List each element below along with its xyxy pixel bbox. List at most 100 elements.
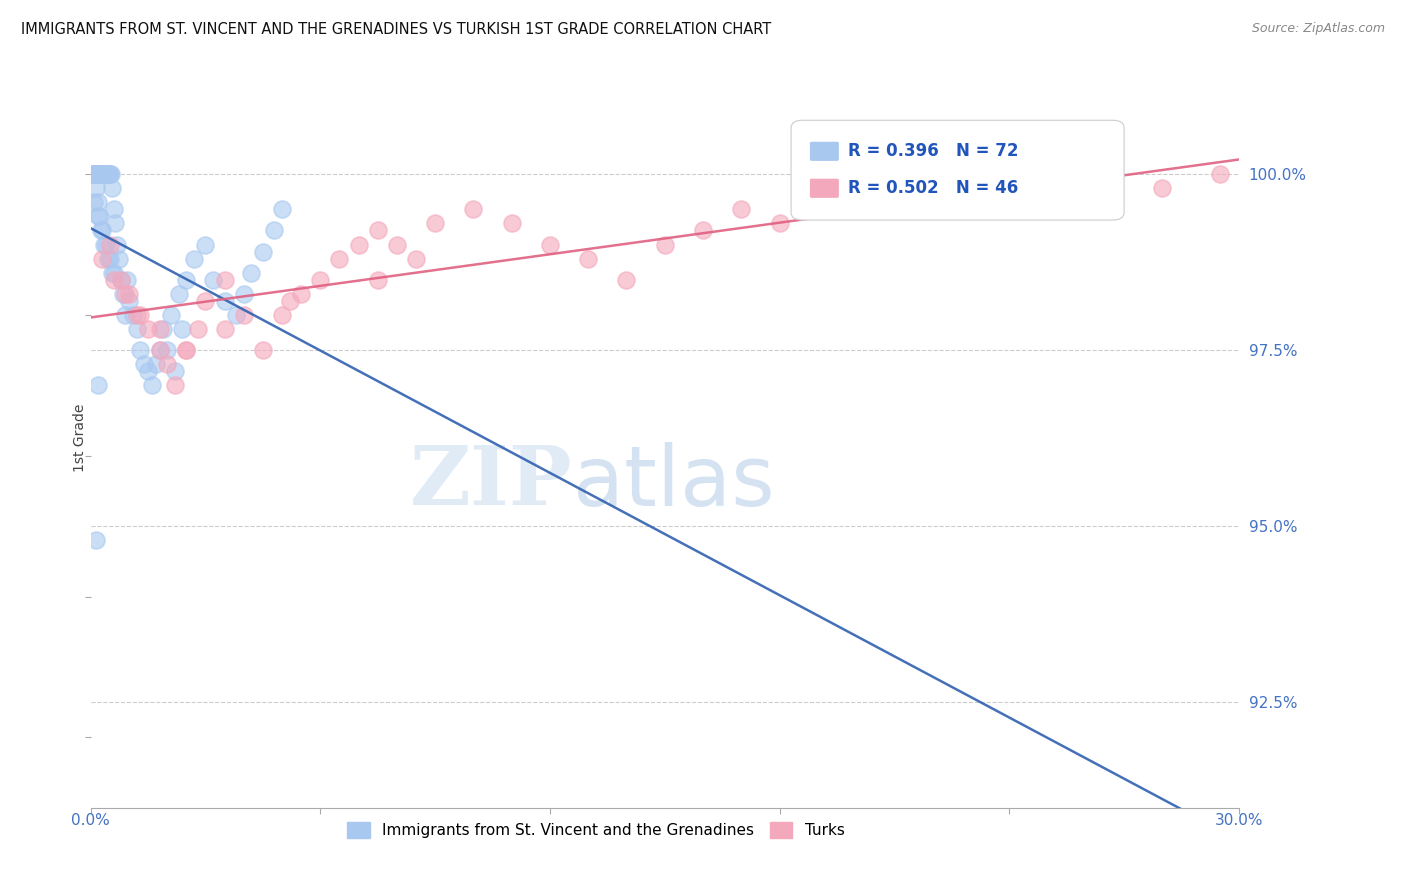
Point xyxy=(84,167,107,181)
Point xyxy=(538,237,561,252)
Point xyxy=(463,202,485,217)
Point xyxy=(103,202,125,217)
Point xyxy=(194,293,217,308)
Point xyxy=(129,308,152,322)
Point xyxy=(148,343,170,358)
Point xyxy=(271,202,294,217)
Point xyxy=(94,167,117,181)
FancyBboxPatch shape xyxy=(792,120,1123,220)
Point xyxy=(90,167,112,181)
Point xyxy=(93,237,115,252)
Point xyxy=(83,167,105,181)
Point xyxy=(100,181,122,195)
Point xyxy=(121,308,143,322)
Point xyxy=(87,210,110,224)
Y-axis label: 1st Grade: 1st Grade xyxy=(73,404,87,473)
Text: R = 0.502   N = 46: R = 0.502 N = 46 xyxy=(848,178,1019,196)
Point xyxy=(110,273,132,287)
Point xyxy=(278,293,301,308)
Point xyxy=(405,252,427,266)
Point xyxy=(91,252,114,266)
Point xyxy=(93,167,115,181)
Point xyxy=(423,216,446,230)
Text: Source: ZipAtlas.com: Source: ZipAtlas.com xyxy=(1251,22,1385,36)
Point xyxy=(87,167,110,181)
Text: 30.0%: 30.0% xyxy=(1215,814,1263,829)
Point xyxy=(86,533,108,548)
Point xyxy=(921,181,943,195)
Point xyxy=(91,167,114,181)
Point xyxy=(86,181,108,195)
Point xyxy=(112,286,135,301)
Point xyxy=(501,216,523,230)
Point xyxy=(156,343,179,358)
Point xyxy=(114,308,136,322)
Point xyxy=(87,167,110,181)
Point xyxy=(309,273,332,287)
Point xyxy=(125,322,148,336)
Point xyxy=(290,286,312,301)
Point xyxy=(90,223,112,237)
Point xyxy=(89,167,111,181)
Point xyxy=(100,266,122,280)
FancyBboxPatch shape xyxy=(811,143,838,161)
Point xyxy=(148,322,170,336)
Point xyxy=(768,216,790,230)
Point xyxy=(1152,181,1174,195)
Point xyxy=(240,266,263,280)
Point xyxy=(86,167,108,181)
Point xyxy=(108,252,131,266)
Point xyxy=(129,343,152,358)
Point xyxy=(225,308,247,322)
Point xyxy=(156,357,179,371)
Point xyxy=(97,167,120,181)
Point xyxy=(692,223,714,237)
Point xyxy=(98,252,121,266)
Text: atlas: atlas xyxy=(572,442,775,523)
Point xyxy=(94,237,117,252)
Point xyxy=(252,343,274,358)
Point xyxy=(232,308,254,322)
Point xyxy=(172,322,194,336)
Point xyxy=(845,202,868,217)
Point xyxy=(103,266,125,280)
Point xyxy=(367,273,389,287)
Point xyxy=(214,293,236,308)
Point xyxy=(98,167,121,181)
Point xyxy=(118,293,141,308)
Point xyxy=(110,273,132,287)
Point xyxy=(87,378,110,392)
Point xyxy=(654,237,676,252)
Point xyxy=(176,273,198,287)
Point xyxy=(730,202,752,217)
Point xyxy=(160,308,183,322)
Point xyxy=(91,223,114,237)
FancyBboxPatch shape xyxy=(811,179,838,197)
Point xyxy=(576,252,599,266)
Point xyxy=(98,237,121,252)
Text: 0.0%: 0.0% xyxy=(72,814,110,829)
Point xyxy=(115,273,138,287)
Point xyxy=(83,167,105,181)
Point xyxy=(97,252,120,266)
Point xyxy=(107,237,129,252)
Point xyxy=(141,378,163,392)
Point xyxy=(167,286,190,301)
Point xyxy=(86,195,108,210)
Point xyxy=(104,216,127,230)
Point xyxy=(125,308,148,322)
Point xyxy=(263,223,285,237)
Point xyxy=(367,223,389,237)
Point xyxy=(232,286,254,301)
Point xyxy=(328,252,350,266)
Point xyxy=(136,322,159,336)
Point xyxy=(187,322,209,336)
Text: IMMIGRANTS FROM ST. VINCENT AND THE GRENADINES VS TURKISH 1ST GRADE CORRELATION : IMMIGRANTS FROM ST. VINCENT AND THE GREN… xyxy=(21,22,772,37)
Point xyxy=(616,273,638,287)
Text: R = 0.396   N = 72: R = 0.396 N = 72 xyxy=(848,142,1019,160)
Point xyxy=(163,364,186,378)
Point xyxy=(87,210,110,224)
Point xyxy=(271,308,294,322)
Point xyxy=(84,167,107,181)
Point xyxy=(83,195,105,210)
